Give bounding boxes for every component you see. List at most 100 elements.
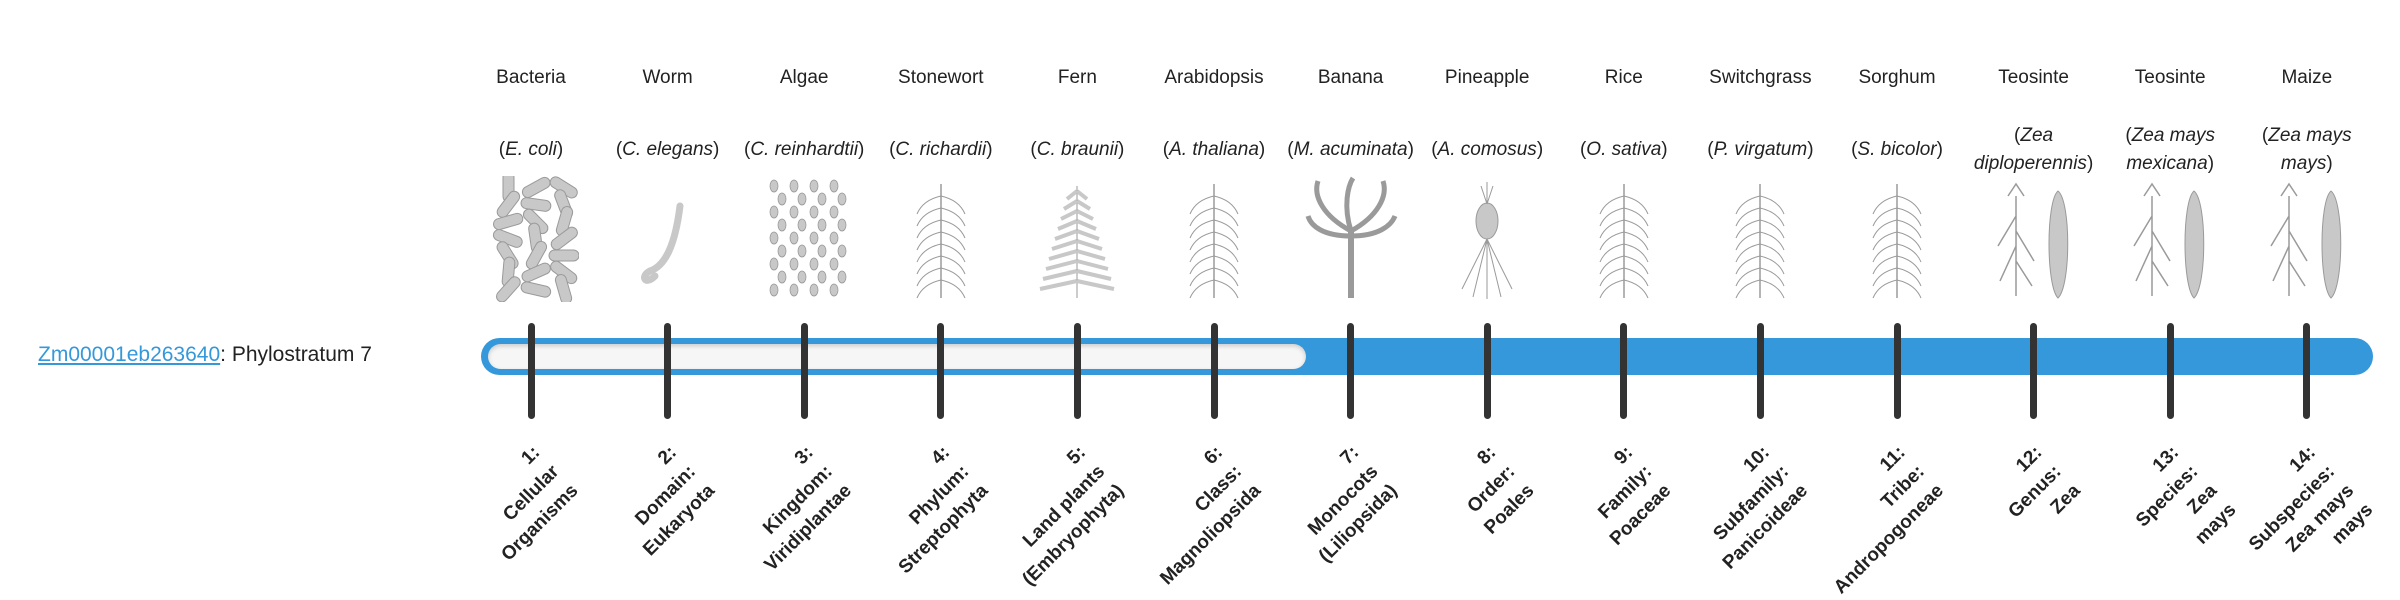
species-text: (Zea mays mexicana) <box>2125 125 2216 174</box>
organism-species-name: (C. reinhardtii) <box>738 120 870 180</box>
organism-species-name: (C. richardii) <box>875 120 1007 180</box>
worm-illustration <box>620 176 716 302</box>
maize-illustration <box>2259 176 2355 302</box>
stratum-tick <box>1347 323 1355 419</box>
stratum-tick <box>1756 323 1764 419</box>
stratum-label: 13: Species: Zea mays <box>2111 440 2243 572</box>
stratum-label: 10: Subfamily: Panicoideae <box>1678 440 1814 576</box>
organism-species-name: (P. virgatum) <box>1694 120 1826 180</box>
stratum-label: 6: Class: Magnoliopsida <box>1116 440 1267 591</box>
arabidopsis-illustration <box>1166 176 1262 302</box>
organism-common-name: Worm <box>642 67 693 88</box>
stratum-tick <box>2166 323 2174 419</box>
organism-common-name: Arabidopsis <box>1164 67 1264 88</box>
stratum-label: 2: Domain: Eukaryota <box>599 440 721 562</box>
stratum-label: 14: Subspecies: Zea mays mays <box>2224 440 2380 596</box>
stonewort-illustration <box>893 176 989 302</box>
species-text: (A. thaliana) <box>1162 139 1266 160</box>
species-text: (O. sativa) <box>1579 139 1668 160</box>
phylostratum-bar-unfilled-track <box>488 344 1306 369</box>
organism-common-name: Algae <box>779 67 829 88</box>
organism-species-name: (Zea mays mexicana) <box>2104 120 2236 180</box>
organism-common-name: Banana <box>1317 67 1384 88</box>
stratum-label: 9: Family: Poaceae <box>1565 440 1677 552</box>
stratum-label: 8: Order: Poales <box>1440 440 1541 541</box>
stratum-label: 7: Monocots (Liliopsida) <box>1275 440 1404 569</box>
species-text: (M. acuminata) <box>1287 139 1414 160</box>
teosinte-illustration <box>2122 176 2218 302</box>
species-text: (C. elegans) <box>615 139 720 160</box>
organism-common-name: Sorghum <box>1858 67 1936 88</box>
phylostratum-text: Phylostratum 7 <box>231 343 372 366</box>
organism-common-name: Rice <box>1604 67 1643 88</box>
organism-species-name: (Zea mays mays) <box>2241 120 2373 180</box>
species-text: (Zea mays mays) <box>2261 125 2352 174</box>
stratum-tick <box>1483 323 1491 419</box>
species-binomial: C. braunii <box>1036 139 1119 160</box>
species-text: (S. bicolor) <box>1851 139 1943 160</box>
stratum-tick <box>1893 323 1901 419</box>
stratum-label: 11: Tribe: Andropogoneae <box>1790 440 1950 600</box>
stratum-tick <box>1210 323 1218 419</box>
organism-common-name: Pineapple <box>1444 67 1530 88</box>
stratum-tick <box>937 323 945 419</box>
sorghum-illustration <box>1849 176 1945 302</box>
organism-species-name: (A. comosus) <box>1421 120 1553 180</box>
bacteria-illustration <box>483 171 580 305</box>
species-text: (P. virgatum) <box>1707 139 1814 160</box>
stratum-label: 5: Land plants (Embryophyta) <box>979 440 1131 592</box>
stratum-tick <box>1620 323 1628 419</box>
rice-illustration <box>1576 176 1672 302</box>
species-text: (C. reinhardtii) <box>744 139 865 160</box>
organism-common-name: Teosinte <box>1998 67 2069 88</box>
species-binomial: C. reinhardtii <box>750 139 859 160</box>
banana-illustration <box>1303 176 1399 302</box>
species-text: (C. braunii) <box>1030 139 1125 160</box>
organism-common-name: Switchgrass <box>1709 67 1812 88</box>
organism-species-name: (C. elegans) <box>602 120 734 180</box>
fern-illustration <box>1029 176 1125 302</box>
stratum-tick <box>664 323 672 419</box>
stratum-tick <box>800 323 808 419</box>
species-text: (C. richardii) <box>889 139 993 160</box>
organism-common-name: Fern <box>1057 67 1097 88</box>
species-binomial: C. richardii <box>895 139 987 160</box>
species-binomial: Zea mays mays <box>2268 125 2352 174</box>
species-binomial: M. acuminata <box>1293 139 1408 160</box>
species-binomial: S. bicolor <box>1857 139 1937 160</box>
species-text: (E. coli) <box>498 139 564 160</box>
species-binomial: C. elegans <box>622 139 714 160</box>
organism-common-name: Maize <box>2281 67 2333 88</box>
species-binomial: O. sativa <box>1586 139 1662 160</box>
switchgrass-illustration <box>1712 176 1808 302</box>
stratum-label: 1: Cellular Organisms <box>457 440 584 567</box>
species-binomial: P. virgatum <box>1713 139 1808 160</box>
gene-separator: : <box>220 343 232 366</box>
teosinte-illustration <box>1986 176 2082 302</box>
organism-species-name: (O. sativa) <box>1558 120 1690 180</box>
species-binomial: E. coli <box>505 139 557 160</box>
stratum-tick <box>2030 323 2038 419</box>
stratum-label: 12: Genus: Zea <box>1983 440 2087 544</box>
organism-common-name: Stonewort <box>898 67 984 88</box>
species-binomial: Zea mays mexicana <box>2126 125 2216 174</box>
species-binomial: Zea diploperennis <box>1973 125 2087 174</box>
stratum-label: 3: Kingdom: Viridiplantae <box>720 440 858 578</box>
algae-illustration <box>756 176 852 302</box>
stratum-label: 4: Phylum: Streptophyta <box>854 440 994 580</box>
organism-common-name: Teosinte <box>2134 67 2206 88</box>
stratum-tick <box>2303 323 2311 419</box>
organism-species-name: (Zea diploperennis) <box>1968 120 2100 180</box>
species-binomial: A. thaliana <box>1169 139 1259 160</box>
organism-species-name: (E. coli) <box>465 120 597 180</box>
organism-species-name: (A. thaliana) <box>1148 120 1280 180</box>
species-binomial: A. comosus <box>1437 139 1537 160</box>
gene-phylostratum-label: Zm00001eb263640: Phylostratum 7 <box>38 340 372 370</box>
stratum-tick <box>1073 323 1081 419</box>
organism-common-name: Bacteria <box>496 67 566 88</box>
phylostratum-bar <box>481 338 2373 375</box>
pineapple-illustration <box>1439 176 1535 302</box>
gene-id-link[interactable]: Zm00001eb263640 <box>38 343 221 366</box>
species-text: (Zea diploperennis) <box>1973 125 2094 174</box>
organism-species-name: (M. acuminata) <box>1285 120 1417 180</box>
